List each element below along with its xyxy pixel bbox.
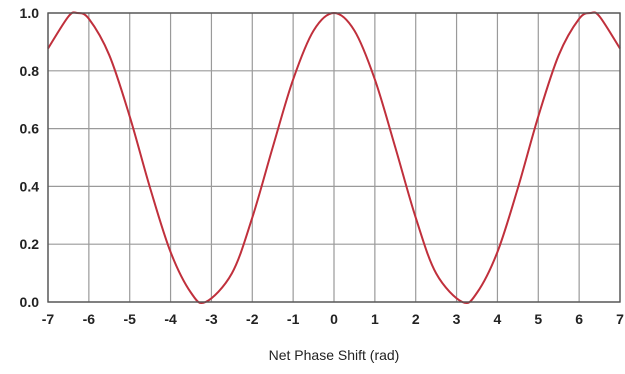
chart-grid	[47, 12, 621, 303]
x-tick-label: 5	[534, 311, 542, 327]
x-tick-label: -2	[246, 311, 259, 327]
x-tick-label: -3	[205, 311, 218, 327]
y-tick-label: 0.0	[20, 294, 40, 310]
x-tick-label: -7	[42, 311, 55, 327]
x-tick-label: -1	[287, 311, 300, 327]
x-tick-label: 7	[616, 311, 624, 327]
x-tick-label: -6	[83, 311, 96, 327]
x-tick-label: 2	[412, 311, 420, 327]
x-tick-label: 3	[453, 311, 461, 327]
plot-frame	[47, 12, 621, 303]
x-axis-label: Net Phase Shift (rad)	[269, 347, 400, 363]
x-tick-label: 6	[575, 311, 583, 327]
x-tick-label: 0	[330, 311, 338, 327]
y-tick-label: 1.0	[20, 5, 40, 21]
x-tick-label: 4	[494, 311, 502, 327]
x-tick-label: 1	[371, 311, 379, 327]
y-tick-label: 0.2	[20, 236, 40, 252]
y-tick-label: 0.6	[20, 121, 40, 137]
y-tick-label: 0.4	[20, 178, 40, 194]
y-tick-label: 0.8	[20, 63, 40, 79]
x-tick-label: -4	[164, 311, 177, 327]
x-tick-label: -5	[123, 311, 136, 327]
tick-labels: -7 -6 -5 -4 -3 -2 -1 0 1 2 3 4 5 6 7 0.0 0.2 0.4 0.6 0.8 1.0	[20, 5, 625, 327]
